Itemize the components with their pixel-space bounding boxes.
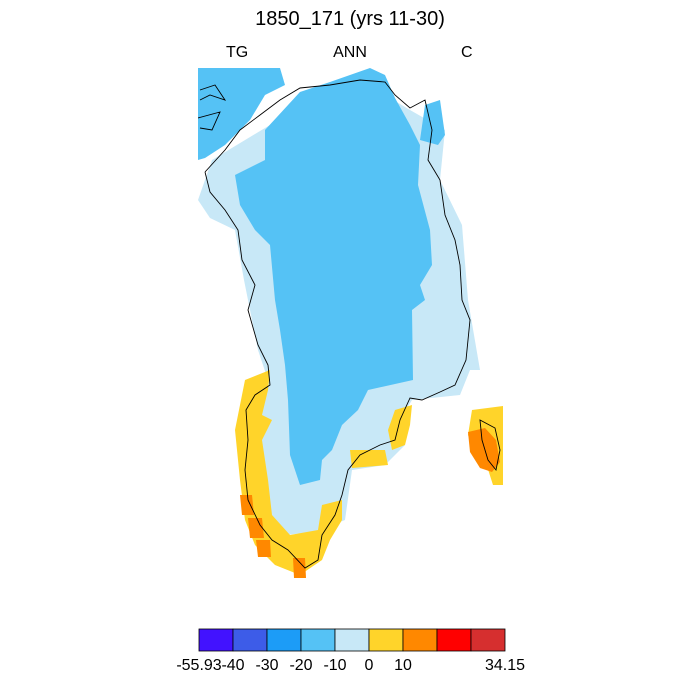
colorbar-label: -10 xyxy=(323,657,346,674)
colorbar-label: 10 xyxy=(394,657,412,674)
season-label: ANN xyxy=(333,44,367,61)
colorbar-label: 34.15 xyxy=(485,657,525,674)
coastline xyxy=(198,79,501,569)
colorbar-box xyxy=(368,628,404,652)
zone-minus20-to-minus10 xyxy=(235,68,432,485)
colorbar-label: -30 xyxy=(255,657,278,674)
zone-northwest xyxy=(198,68,285,160)
variable-label: TG xyxy=(226,44,249,61)
zone-10-to-20-south xyxy=(293,558,306,578)
colorbar-box xyxy=(436,628,472,652)
zone-0-to-10-south xyxy=(350,450,388,468)
colorbar-label: -40 xyxy=(221,657,244,674)
colorbar-box xyxy=(402,628,438,652)
colorbar-box xyxy=(232,628,268,652)
plot-title: 1850_171 (yrs 11-30) xyxy=(255,8,445,30)
colorbar-box xyxy=(334,628,370,652)
colorbar-box xyxy=(198,628,234,652)
zone-10-to-20-east xyxy=(468,428,500,472)
zone-10-to-20-sw3 xyxy=(256,540,271,557)
colorbar-box xyxy=(300,628,336,652)
colorbar-box xyxy=(266,628,302,652)
colorbar-label: -20 xyxy=(289,657,312,674)
zone-0-to-10-southeast xyxy=(388,405,412,450)
zone-northeast xyxy=(420,100,445,145)
zone-10-to-20-sw1 xyxy=(240,495,254,515)
units-label: C xyxy=(461,44,473,61)
colorbar-label: 0 xyxy=(365,657,374,674)
colorbar-box xyxy=(470,628,506,652)
colorbar-label: -55.93 xyxy=(176,657,221,674)
zone-10-to-20-sw2 xyxy=(248,518,264,538)
